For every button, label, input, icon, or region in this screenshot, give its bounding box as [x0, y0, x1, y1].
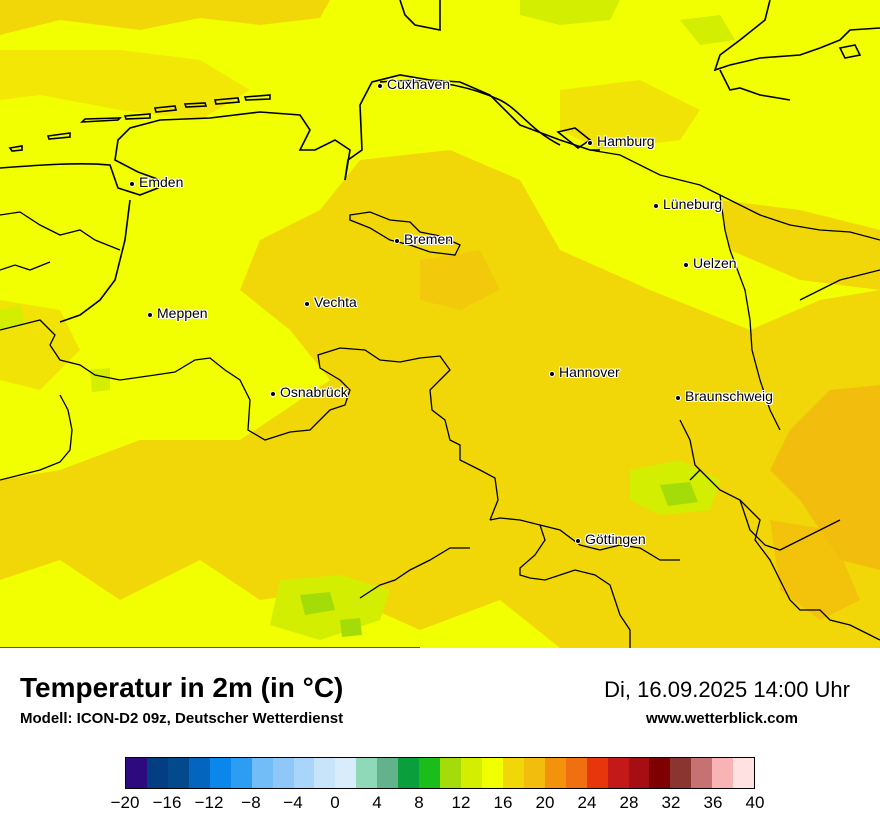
temperature-field-warm — [0, 0, 880, 648]
legend-tick-label: 40 — [745, 793, 765, 812]
city-label: Braunschweig — [685, 388, 773, 404]
color-legend-bar — [125, 757, 755, 789]
legend-swatch — [419, 758, 441, 788]
city-label: Hamburg — [597, 133, 655, 149]
legend-swatch — [523, 758, 545, 788]
legend-swatch — [293, 758, 315, 788]
city-label: Lüneburg — [663, 196, 723, 212]
city-dot — [675, 395, 681, 401]
city-dot — [129, 181, 135, 187]
legend-tick-label: 0 — [330, 793, 340, 812]
legend-tick-label: 20 — [535, 793, 555, 812]
coastline — [0, 0, 880, 323]
borders — [0, 149, 880, 648]
city-dot — [587, 140, 593, 146]
city-dot — [653, 203, 659, 209]
legend-swatch — [461, 758, 482, 788]
color-legend-ticks: −20 −16 −12 −8 −4 0 4 8 12 16 20 24 28 32 36 40 — [111, 793, 765, 817]
legend-swatch — [691, 758, 713, 788]
city-dot — [377, 83, 383, 89]
city-dot — [549, 371, 555, 377]
legend-swatch — [481, 758, 503, 788]
legend-tick-label: 8 — [414, 793, 424, 812]
legend-swatch — [230, 758, 252, 788]
legend-swatch — [565, 758, 587, 788]
city-dot — [575, 538, 581, 544]
legend-tick-label: 36 — [703, 793, 723, 812]
map-title: Temperatur in 2m (in °C) — [20, 672, 344, 703]
legend-tick-label: 24 — [577, 793, 597, 812]
legend-tick-label: −20 — [110, 793, 140, 812]
city-label: Vechta — [314, 294, 357, 310]
temperature-map: Cuxhaven Hamburg Emden Lüneburg Bremen Uelzen… — [0, 0, 880, 648]
city-label: Osnabrück — [280, 384, 348, 400]
forecast-datetime: Di, 16.09.2025 14:00 Uhr — [604, 677, 850, 702]
map-canvas — [0, 0, 880, 648]
legend-swatch — [398, 758, 420, 788]
legend-tick-label: 12 — [451, 793, 471, 812]
city-label: Göttingen — [585, 531, 646, 547]
city-dot — [147, 312, 153, 318]
legend-tick-label: −16 — [152, 793, 182, 812]
city-dot — [304, 301, 310, 307]
temperature-field-cooler — [300, 482, 698, 637]
legend-swatch — [502, 758, 524, 788]
legend-tick-label: 32 — [661, 793, 681, 812]
legend-tick-label: −12 — [194, 793, 224, 812]
map-subtitle: Modell: ICON-D2 09z, Deutscher Wetterdie… — [20, 710, 344, 727]
legend-swatch — [146, 758, 168, 788]
city-label: Hannover — [559, 364, 620, 380]
legend-tick-label: −8 — [241, 793, 261, 812]
legend-swatch — [733, 758, 755, 788]
legend-swatch — [209, 758, 231, 788]
legend-swatch — [377, 758, 399, 788]
legend-swatch — [544, 758, 566, 788]
legend-swatch — [440, 758, 461, 788]
legend-tick-label: 28 — [619, 793, 639, 812]
city-label: Emden — [139, 174, 184, 190]
legend-tick-label: 16 — [493, 793, 513, 812]
city-label: Cuxhaven — [387, 76, 451, 92]
legend-swatch — [126, 758, 147, 788]
website-label: www.wetterblick.com — [646, 710, 798, 727]
legend-swatch — [712, 758, 734, 788]
temperature-field-hot — [420, 250, 880, 620]
legend-swatch — [188, 758, 210, 788]
legend-swatch — [649, 758, 671, 788]
legend-swatch — [586, 758, 608, 788]
city-dot — [683, 262, 689, 268]
legend-tick-label: 4 — [372, 793, 382, 812]
legend-swatch — [251, 758, 273, 788]
legend-swatch — [670, 758, 692, 788]
city-dot — [270, 391, 276, 397]
legend-swatch — [167, 758, 189, 788]
city-label: Bremen — [404, 231, 454, 247]
legend-swatch — [628, 758, 650, 788]
city-label: Meppen — [157, 305, 208, 321]
legend-swatch — [314, 758, 336, 788]
city-label: Uelzen — [693, 255, 737, 271]
city-dot — [394, 238, 400, 244]
legend-swatch — [607, 758, 629, 788]
legend-swatch — [272, 758, 294, 788]
legend-swatch — [356, 758, 378, 788]
legend-tick-label: −4 — [283, 793, 303, 812]
legend-swatch — [335, 758, 357, 788]
